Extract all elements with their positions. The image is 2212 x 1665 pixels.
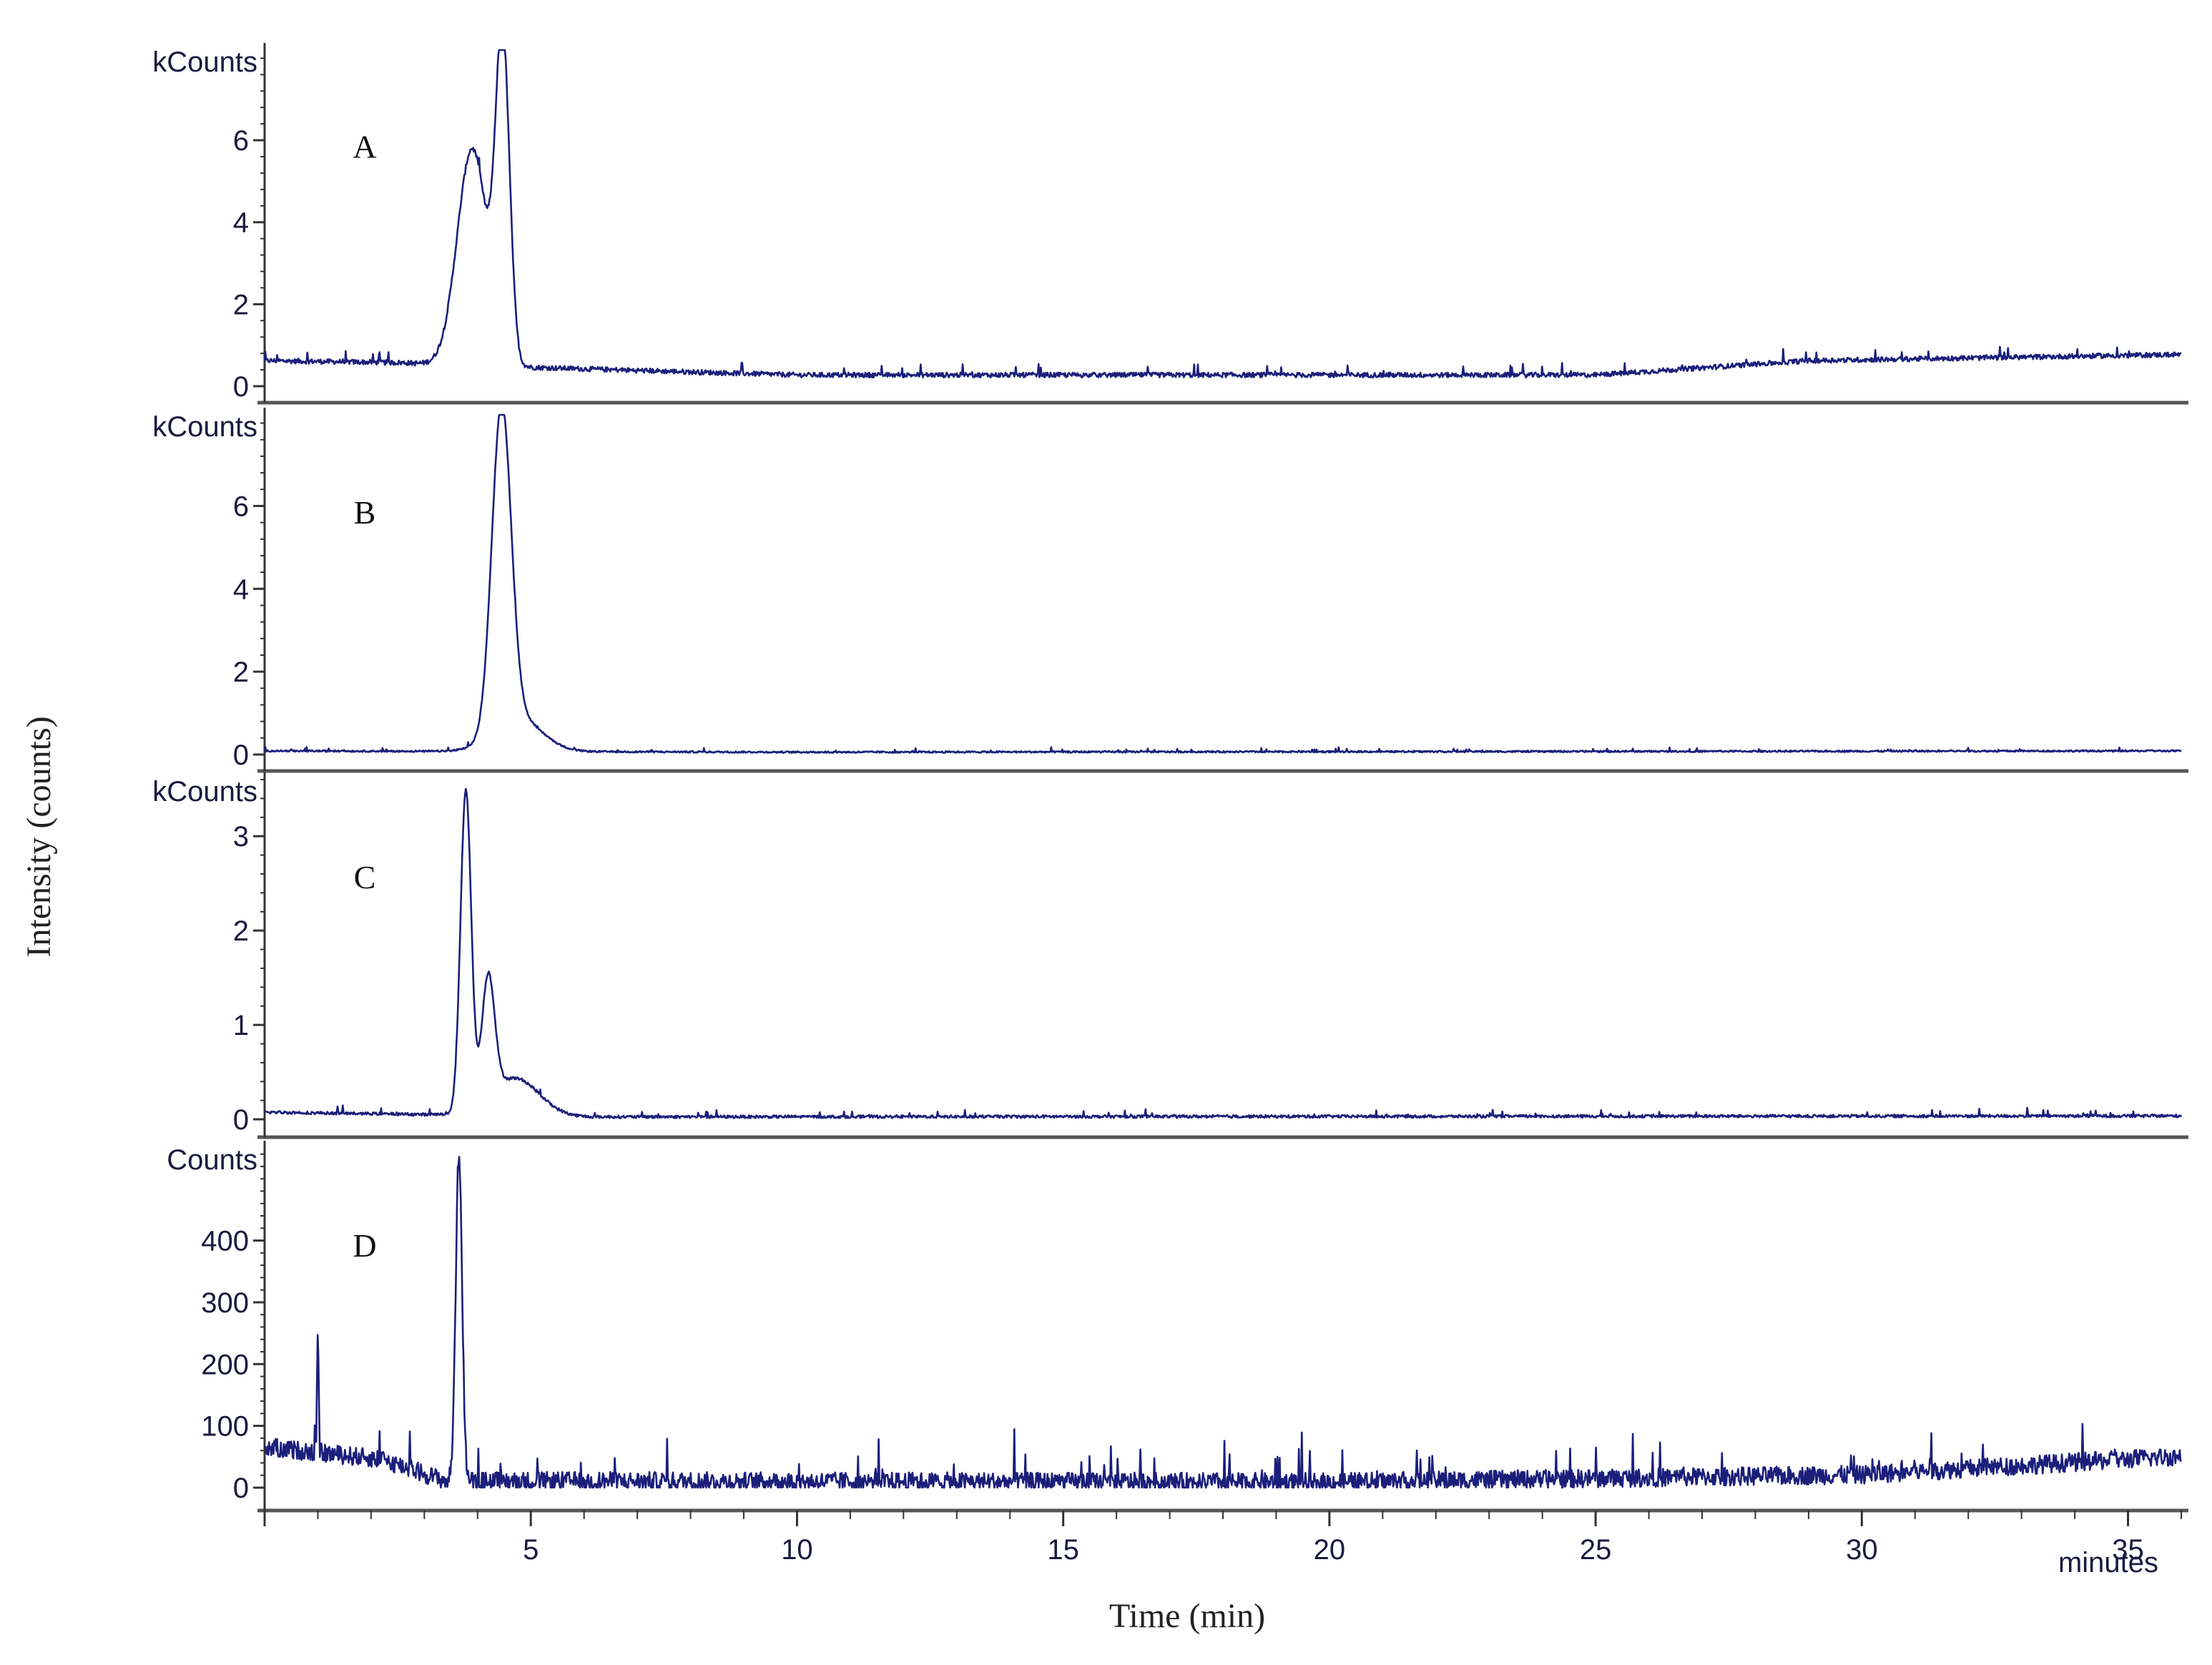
y-tick-label: 300 xyxy=(201,1287,249,1319)
y-tick-label: 0 xyxy=(233,1104,249,1136)
panel-b: 0 2 4 6 kCounts B xyxy=(152,408,2188,773)
x-tick-label: 10 xyxy=(781,1534,813,1566)
panel-label: D xyxy=(353,1227,376,1264)
y-unit-label: kCounts xyxy=(152,776,257,807)
panel-label: B xyxy=(354,494,376,531)
y-tick-label: 2 xyxy=(233,657,249,688)
y-tick-label: 2 xyxy=(233,289,249,320)
x-tick-label: 35 xyxy=(2112,1534,2144,1566)
chromatogram-trace xyxy=(264,787,2183,1119)
y-tick-label: 2 xyxy=(233,915,249,947)
panel-d: 0 100 200 300 400 Counts D xyxy=(167,1141,2188,1513)
y-tick-label: 6 xyxy=(233,491,249,522)
x-axis-title: Time (min) xyxy=(1109,1597,1265,1635)
x-tick-label: 25 xyxy=(1580,1534,1612,1566)
y-tick-label: 0 xyxy=(233,1473,249,1504)
panel-c: 0 1 2 3 kCounts C xyxy=(152,772,2188,1139)
y-tick-label: 6 xyxy=(233,125,249,157)
y-axis-title: Intensity (counts) xyxy=(20,716,58,957)
x-tick-label: 30 xyxy=(1846,1534,1878,1566)
x-tick-label: 5 xyxy=(523,1534,539,1566)
panel-label: A xyxy=(353,128,376,164)
y-tick-label: 4 xyxy=(233,207,249,239)
y-unit-label: kCounts xyxy=(152,411,257,443)
y-tick-label: 0 xyxy=(233,371,249,403)
panel-label: C xyxy=(354,859,376,895)
chromatogram-trace xyxy=(263,413,2182,754)
y-unit-label: kCounts xyxy=(152,46,257,78)
y-tick-label: 200 xyxy=(201,1349,249,1380)
chromatogram-trace xyxy=(263,1156,2183,1489)
y-tick-label: 3 xyxy=(233,821,249,853)
panel-a: 0 2 4 6 kCounts A xyxy=(152,43,2188,405)
y-unit-label: Counts xyxy=(167,1144,257,1176)
x-tick-label: 15 xyxy=(1047,1534,1079,1566)
chromatogram-trace xyxy=(263,49,2182,378)
y-tick-label: 1 xyxy=(233,1010,249,1041)
y-tick-label: 400 xyxy=(201,1226,249,1257)
y-tick-label: 100 xyxy=(201,1411,249,1443)
x-unit-label: minutes xyxy=(2058,1547,2158,1578)
y-tick-label: 0 xyxy=(233,740,249,771)
x-tick-label: 20 xyxy=(1314,1534,1346,1566)
y-tick-label: 4 xyxy=(233,574,249,605)
